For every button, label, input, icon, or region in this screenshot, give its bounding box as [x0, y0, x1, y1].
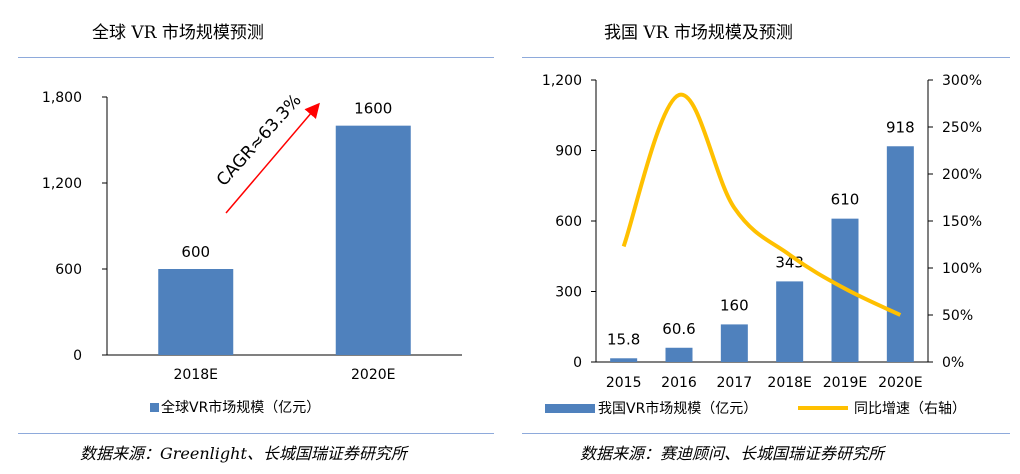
- left-chart: 0 600 1,200 1,800 600 2018E 1600 2020E CAGR≈63.3…: [42, 90, 462, 416]
- x-tick-label: 2020E: [351, 367, 395, 383]
- cagr-annotation: CAGR≈63.3%: [213, 90, 306, 190]
- x-tick-label: 2018E: [174, 367, 218, 383]
- y-tick-label: 1,200: [542, 73, 582, 89]
- x-tick-label: 2019E: [823, 375, 867, 391]
- right-source-note: 数据来源：赛迪顾问、长城国瑞证券研究所: [580, 444, 885, 463]
- legend-bar-swatch: [545, 404, 595, 413]
- bar: [158, 269, 234, 355]
- y2-tick-label: 0%: [942, 355, 964, 371]
- bar: [610, 358, 638, 362]
- right-bottom-rule: [522, 433, 1010, 434]
- y-tick-label: 1,200: [42, 176, 82, 192]
- y-tick-label: 0: [73, 348, 82, 364]
- legend-label: 全球VR市场规模（亿元）: [161, 399, 320, 416]
- x-tick-label: 2018E: [767, 375, 811, 391]
- bar: [886, 146, 914, 362]
- growth-rate-line: [621, 93, 902, 317]
- bar-data-label: 918: [886, 118, 915, 136]
- left-title-rule: [18, 57, 494, 58]
- y-tick-label: 600: [55, 262, 82, 278]
- y2-tick-label: 50%: [942, 308, 973, 324]
- x-tick-label: 2015: [606, 375, 642, 391]
- y2-tick-label: 100%: [942, 261, 982, 277]
- x-tick-label: 2016: [661, 375, 697, 391]
- bar: [720, 324, 748, 362]
- y2-tick-label: 150%: [942, 214, 982, 230]
- bar: [335, 125, 411, 356]
- right-title-rule: [522, 57, 1010, 58]
- legend-line-label: 同比增速（右轴）: [854, 401, 966, 417]
- y-tick-label: 600: [555, 214, 582, 230]
- y-tick-label: 900: [555, 144, 582, 160]
- bar-data-label: 1600: [354, 100, 392, 118]
- bar-data-label: 15.8: [607, 330, 640, 348]
- y2-tick-label: 200%: [942, 167, 982, 183]
- left-chart-title: 全球 VR 市场规模预测: [92, 23, 264, 43]
- bar-data-label: 600: [181, 243, 210, 261]
- bar-data-label: 610: [831, 191, 860, 209]
- y-tick-label: 300: [555, 285, 582, 301]
- bar-data-label: 160: [720, 296, 749, 314]
- right-chart: 0 300 600 900 1,200 0% 50% 100% 150% 200% 250% 300%…: [542, 73, 982, 417]
- left-source-note: 数据来源：Greenlight、长城国瑞证券研究所: [80, 444, 407, 463]
- growth-arrow: [225, 102, 320, 214]
- y2-tick-label: 250%: [942, 120, 982, 136]
- bar: [665, 347, 693, 362]
- left-bottom-rule: [18, 433, 494, 434]
- x-tick-label: 2020E: [878, 375, 922, 391]
- y2-tick-label: 300%: [942, 73, 982, 89]
- x-tick-label: 2017: [717, 375, 753, 391]
- legend-swatch: [150, 403, 159, 412]
- y-tick-label: 1,800: [42, 90, 82, 106]
- bar-data-label: 60.6: [662, 320, 695, 338]
- right-chart-title: 我国 VR 市场规模及预测: [604, 23, 793, 43]
- bar: [776, 281, 804, 362]
- legend-bar-label: 我国VR市场规模（亿元）: [598, 400, 757, 417]
- y-tick-label: 0: [573, 355, 582, 371]
